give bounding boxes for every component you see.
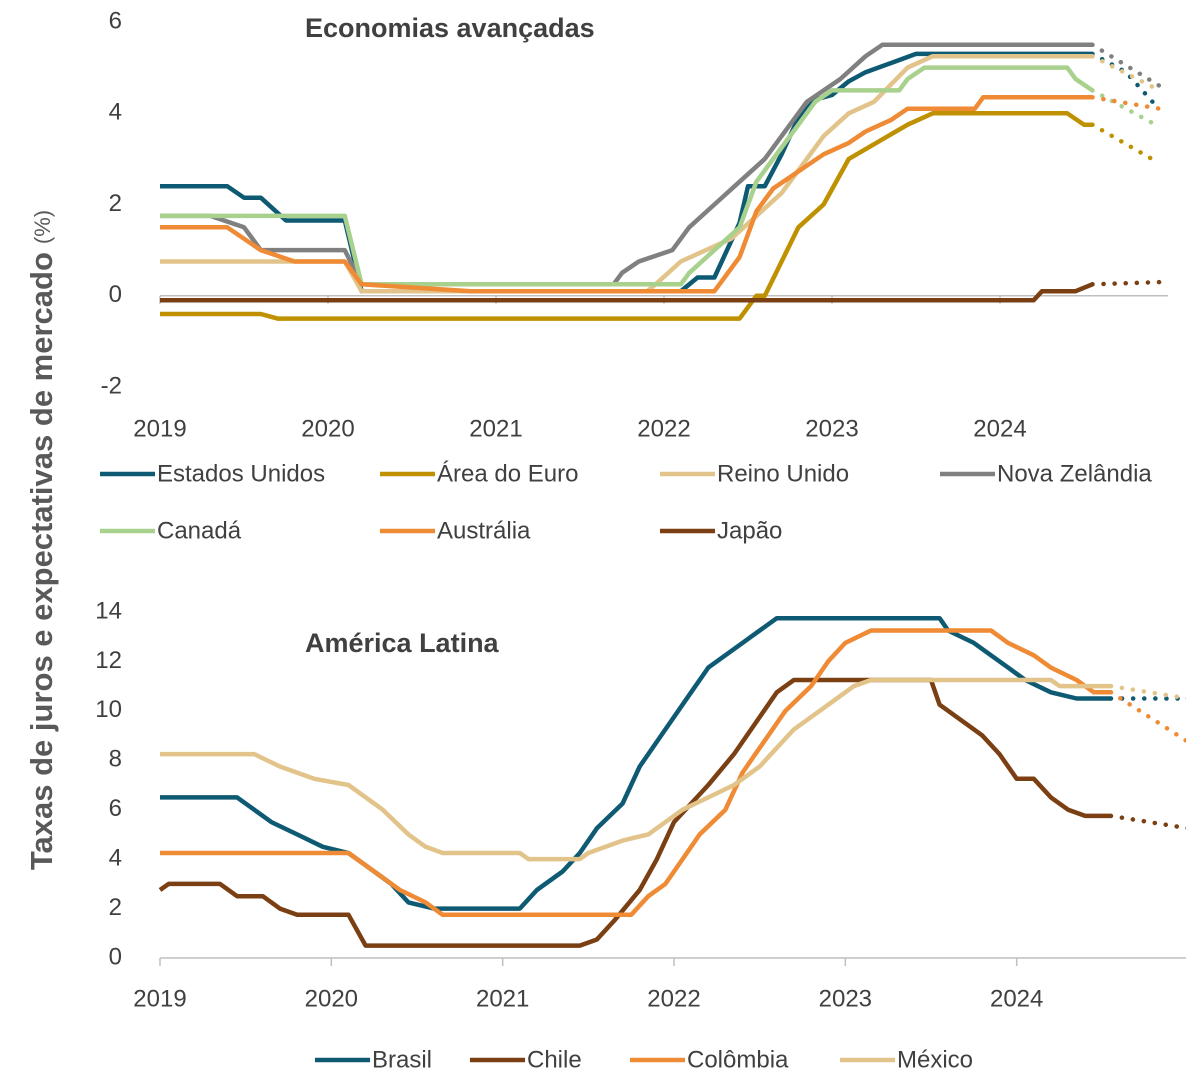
x-tick-label: 2019 [133,985,186,1012]
legend-label: Canadá [157,517,242,544]
forecast-line [1108,690,1186,744]
chart-title: América Latina [305,628,500,658]
forecast-line [1090,88,1162,130]
x-tick-label: 2020 [305,985,358,1012]
x-tick-label: 2023 [805,415,858,442]
legend-label: México [897,1046,973,1073]
series-line [160,51,1093,294]
forecast-line [1090,95,1162,111]
forecast-line [1108,813,1186,831]
y-tick-label: 6 [109,7,122,34]
forecast-line [1090,42,1162,89]
y-tick-label: 14 [95,597,122,624]
series-line [158,677,1111,948]
x-tick-label: 2019 [133,415,186,442]
y-axis-label: Taxas de juros e expectativas de mercado… [24,210,59,870]
series-line [160,42,1093,287]
legend-label: Nova Zelândia [997,460,1152,487]
legend-label: Reino Unido [717,460,849,487]
series-line [160,677,1111,862]
series-line [160,65,1094,287]
x-tick-label: 2021 [469,415,522,442]
x-tick-label: 2024 [990,985,1043,1012]
legend-label: Chile [527,1046,582,1073]
forecast-line [1108,683,1186,701]
y-tick-label: 4 [109,99,122,126]
y-tick-label: 12 [95,647,122,674]
x-tick-label: 2020 [301,415,354,442]
series-line [160,53,1093,294]
y-tick-label: 2 [109,190,122,217]
forecast-line [1090,279,1162,287]
legend-label: Área do Euro [437,460,578,487]
legend-label: Brasil [372,1046,432,1073]
y-tick-label: -2 [101,372,122,399]
y-label-unit: (%) [30,210,55,244]
legend-label: Austrália [437,517,531,544]
y-label-main: Taxas de juros e expectativas de mercado [24,252,59,870]
x-tick-label: 2024 [973,415,1026,442]
series-line [160,111,1093,321]
series-line [160,95,1093,294]
x-tick-label: 2023 [819,985,872,1012]
forecast-line [1090,53,1162,93]
chart-title: Economias avançadas [305,13,595,43]
series-line [160,282,1094,303]
y-tick-label: 0 [109,943,122,970]
y-tick-label: 6 [109,795,122,822]
x-tick-label: 2022 [647,985,700,1012]
legend-label: Colômbia [687,1046,789,1073]
y-tick-label: 0 [109,281,122,308]
legend-label: Japão [717,517,782,544]
y-tick-label: 4 [109,844,122,871]
legend-label: Estados Unidos [157,460,325,487]
series-line [160,628,1111,918]
forecast-line [1090,122,1162,166]
y-tick-label: 10 [95,696,122,723]
y-tick-label: 8 [109,746,122,773]
x-tick-label: 2021 [476,985,529,1012]
x-tick-label: 2022 [637,415,690,442]
y-tick-label: 2 [109,894,122,921]
series-line [160,615,1111,911]
